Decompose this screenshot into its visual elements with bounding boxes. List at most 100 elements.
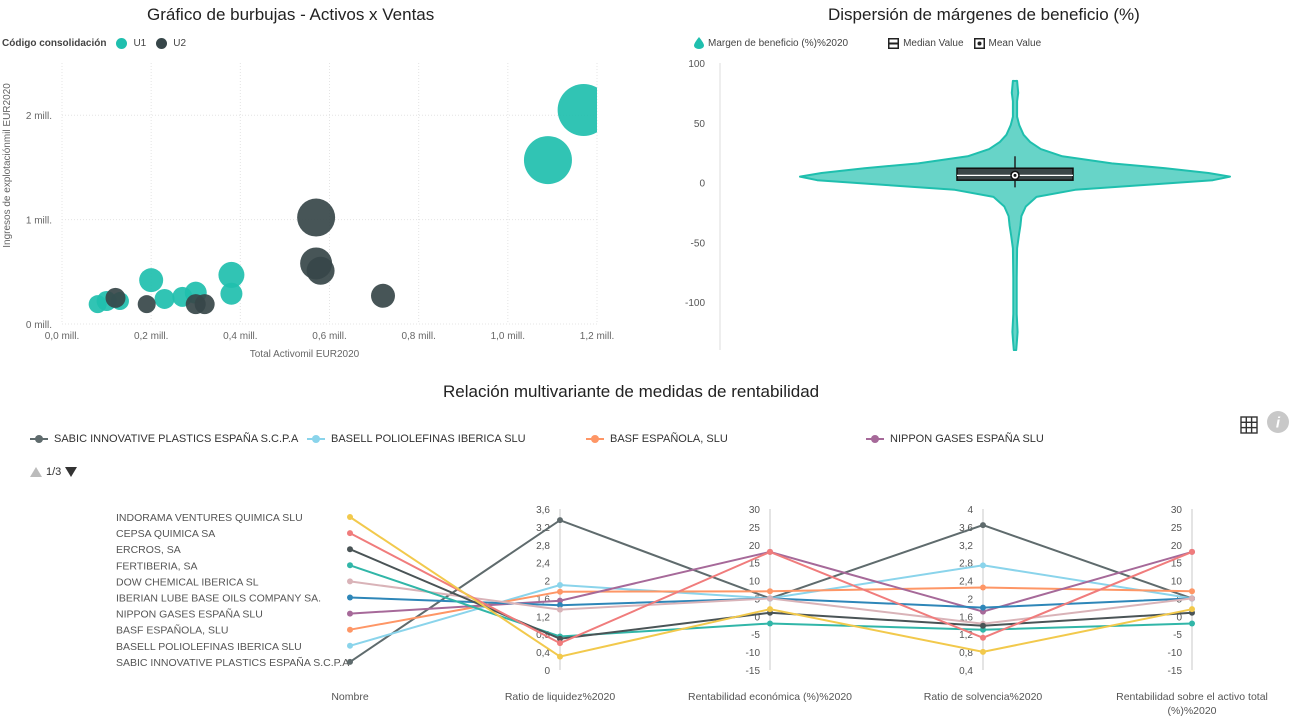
parallel-point: [557, 640, 563, 647]
legend-u2-dot: [156, 38, 168, 49]
company-label: BASF ESPAÑOLA, SLU: [116, 624, 228, 637]
parallel-tick-label: 0,8: [959, 648, 973, 659]
parallel-tick-label: -5: [1173, 630, 1182, 641]
legend-item-sabic[interactable]: SABIC INNOVATIVE PLASTICS ESPAÑA S.C.P.A: [30, 433, 298, 445]
parallel-tick-label: 0: [544, 666, 550, 677]
bubble-u2: [306, 256, 335, 285]
parallel-point: [347, 514, 353, 520]
legend-item-nippon[interactable]: NIPPON GASES ESPAÑA SLU: [866, 433, 1044, 445]
median-icon: [888, 37, 900, 49]
parallel-tick-label: 0,4: [536, 648, 550, 659]
parallel-axis-name: Rentabilidad sobre el activo total: [1116, 691, 1268, 703]
bubble-u1: [139, 268, 164, 293]
legend-u2-label[interactable]: U2: [173, 38, 187, 49]
violin-chart-title: Dispersión de márgenes de beneficio (%): [828, 5, 1140, 24]
parallel-point: [557, 588, 563, 595]
parallel-point: [980, 648, 986, 655]
parallel-tick-label: 1,6: [536, 594, 550, 605]
parallel-tick-label: 3,6: [959, 523, 973, 534]
company-label: NIPPON GASES ESPAÑA SLU: [116, 608, 263, 621]
bubble-u2: [297, 198, 336, 237]
parallel-tick-label: 0,4: [959, 666, 973, 677]
bubble-u1: [220, 282, 243, 305]
violin-chart: 100 50 0 -50 -100: [685, 59, 1231, 351]
company-label: SABIC INNOVATIVE PLASTICS ESPAÑA S.C.P.A: [116, 656, 349, 669]
parallel-tick-label: 0: [1176, 612, 1182, 623]
parallel-point: [767, 620, 773, 627]
bubble-u1: [557, 83, 597, 136]
parallel-tick-label: -15: [746, 666, 761, 677]
parallel-point: [980, 604, 986, 611]
parallel-tick-label: 0: [754, 612, 760, 623]
info-icon[interactable]: i: [1267, 411, 1289, 438]
parallel-point: [347, 626, 353, 633]
parallel-tick-label: 1,2: [536, 612, 550, 623]
bubble-legend-title: Código consolidación: [2, 38, 107, 49]
parallel-tick-label: -10: [746, 648, 761, 659]
parallel-point: [347, 578, 353, 585]
legend-swatch-sabic: [30, 435, 48, 443]
bubble-u2: [137, 295, 156, 314]
violin-y-tick-label: -50: [691, 238, 706, 249]
parallel-point: [980, 634, 986, 641]
y-tick-label: 0 mill.: [26, 320, 52, 331]
parallel-point: [980, 622, 986, 629]
pager-down-icon[interactable]: [65, 467, 78, 477]
legend-item-basf[interactable]: BASF ESPAÑOLA, SLU: [586, 433, 728, 445]
parallel-series-line: [349, 516, 1193, 658]
bubble-chart: 0,0 mill. 0,2 mill. 0,4 mill. 0,6 mill. 0,8 …: [2, 63, 614, 360]
parallel-tick-label: 3,2: [959, 541, 973, 552]
violin-legend-median[interactable]: Median Value: [903, 37, 964, 49]
x-tick-label: 0,4 mill.: [223, 331, 257, 342]
pager-up-icon[interactable]: [30, 467, 42, 477]
legend-swatch-basell: [307, 435, 325, 443]
violin-legend-margin[interactable]: Margen de beneficio (%)%2020: [708, 37, 849, 49]
parallel-point: [347, 594, 353, 601]
x-tick-label: 0,2 mill.: [134, 331, 168, 342]
parallel-point: [1189, 595, 1195, 602]
parallel-tick-label: 15: [749, 559, 761, 570]
bubble-u2: [194, 294, 215, 315]
legend-u1-label[interactable]: U1: [133, 38, 147, 49]
parallel-point: [1189, 620, 1195, 627]
bubble-u1: [523, 136, 572, 185]
parallel-point: [767, 595, 773, 602]
legend-label-sabic: SABIC INNOVATIVE PLASTICS ESPAÑA S.C.P.A: [54, 433, 299, 445]
parallel-point: [347, 658, 353, 665]
parallel-tick-label: 10: [1171, 577, 1183, 588]
y-tick-label: 2 mill.: [26, 111, 52, 122]
legend-swatch-basf: [586, 435, 604, 443]
parallel-tick-label: 3,2: [536, 523, 550, 534]
parallel-point: [347, 610, 353, 617]
parallel-point: [557, 653, 563, 660]
parallel-point: [347, 546, 353, 553]
company-label: INDORAMA VENTURES QUIMICA SLU: [116, 512, 303, 524]
parallel-point: [557, 606, 563, 613]
parallel-tick-label: 25: [749, 523, 761, 534]
y-axis-label: Ingresos de explotaciónmil EUR2020: [2, 83, 13, 248]
parallel-tick-label: 0,8: [536, 630, 550, 641]
violin-mean-dot: [1013, 173, 1017, 177]
table-grid-icon[interactable]: [1240, 416, 1258, 439]
parallel-tick-label: 2,8: [536, 541, 550, 552]
violin-legend: Margen de beneficio (%)%2020 Median Valu…: [694, 37, 1041, 49]
company-label: DOW CHEMICAL IBERICA SL: [116, 576, 259, 588]
parallel-tick-label: 10: [749, 577, 761, 588]
svg-text:i: i: [1276, 415, 1281, 432]
parallel-point: [557, 597, 563, 604]
parallel-axis-name: Nombre: [331, 691, 369, 703]
parallel-point: [767, 588, 773, 595]
bubble-u1: [218, 261, 245, 288]
legend-item-basell[interactable]: BASELL POLIOLEFINAS IBERICA SLU: [307, 433, 526, 445]
drop-icon: [694, 37, 704, 49]
parallel-axis-name: Ratio de liquidez%2020: [505, 691, 615, 703]
parallel-axis-name-cont: (%)%2020: [1167, 705, 1216, 717]
parallel-axis-name: Rentabilidad económica (%)%2020: [688, 691, 852, 703]
company-label: ERCROS, SA: [116, 544, 181, 556]
mean-icon: [973, 37, 985, 49]
parallel-chart-title: Relación multivariante de medidas de ren…: [443, 382, 820, 401]
parallel-chart: INDORAMA VENTURES QUIMICA SLU CEPSA QUIMI…: [116, 505, 1268, 717]
parallel-point: [557, 635, 563, 642]
bubble-legend: Código consolidación U1 U2: [2, 38, 186, 49]
violin-legend-mean[interactable]: Mean Value: [988, 37, 1042, 49]
